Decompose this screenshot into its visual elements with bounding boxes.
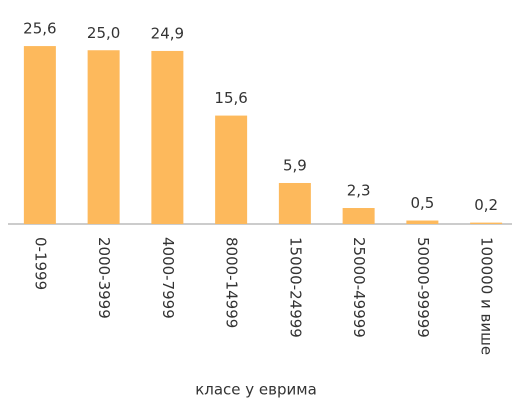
data-label: 25,6: [23, 20, 56, 38]
x-tick-label: 50000-99999: [414, 237, 432, 338]
bar: [23, 46, 56, 224]
bar: [151, 50, 184, 224]
data-label: 25,0: [87, 24, 120, 42]
bar: [87, 50, 120, 224]
x-tick-label: 25000-49999: [350, 237, 368, 338]
data-label: 24,9: [151, 24, 184, 42]
bar: [342, 208, 375, 224]
bar: [215, 115, 248, 224]
bar: [278, 182, 311, 224]
x-tick-label: 0-1999: [31, 237, 49, 290]
x-tick-label: 100000 и више: [478, 237, 496, 355]
bar: [406, 220, 439, 224]
data-label: 0,2: [474, 196, 498, 214]
data-label: 0,5: [410, 194, 434, 212]
x-tick-label: 2000-3999: [95, 237, 113, 319]
data-label: 15,6: [214, 89, 247, 107]
x-tick-label: 15000-24999: [286, 237, 304, 338]
x-axis-label: класе у еврима: [195, 381, 317, 399]
x-tick-label: 8000-14999: [223, 237, 241, 328]
data-label: 5,9: [283, 156, 307, 174]
data-label: 2,3: [347, 182, 371, 200]
x-tick-label: 4000-7999: [159, 237, 177, 319]
bar: [470, 222, 503, 224]
